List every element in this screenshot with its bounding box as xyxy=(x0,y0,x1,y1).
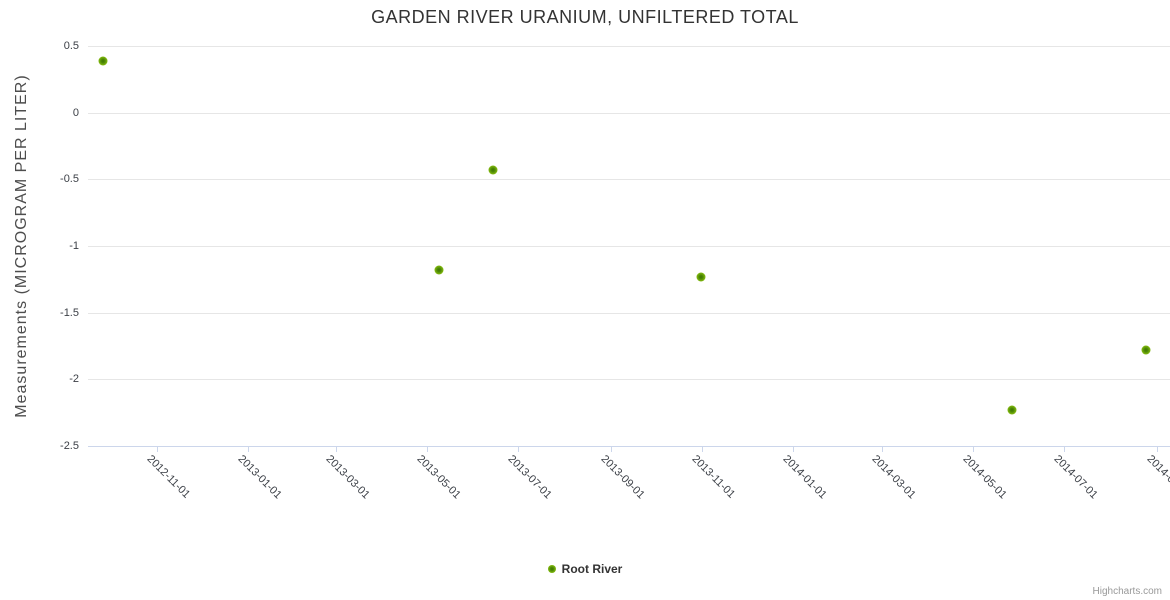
x-axis-tick-mark xyxy=(1157,447,1158,452)
x-axis-tick-mark xyxy=(1064,447,1065,452)
data-point[interactable] xyxy=(434,265,444,275)
y-gridline xyxy=(88,179,1170,180)
x-axis-tick-mark xyxy=(973,447,974,452)
y-gridline xyxy=(88,46,1170,47)
y-gridline xyxy=(88,313,1170,314)
y-axis-tick-label: 0.5 xyxy=(63,40,79,52)
y-axis-tick-label: -1.5 xyxy=(60,307,79,319)
data-point[interactable] xyxy=(1141,345,1151,355)
x-axis-tick-mark xyxy=(882,447,883,452)
y-axis-tick-label: -1 xyxy=(69,240,79,252)
y-axis-tick-label: -2 xyxy=(69,373,79,385)
x-axis-tick-label: 2013-07-01 xyxy=(505,453,554,502)
x-axis-tick-mark xyxy=(702,447,703,452)
x-axis-tick-label: 2013-09-01 xyxy=(598,453,647,502)
y-axis-tick-label: 0 xyxy=(72,107,79,119)
y-axis-tick-label: -0.5 xyxy=(60,173,79,185)
x-axis-tick-mark xyxy=(248,447,249,452)
y-axis-tick-label: -2.5 xyxy=(60,440,79,452)
x-axis-tick-label: 2013-11-01 xyxy=(689,453,738,501)
x-axis-tick-label: 2013-01-01 xyxy=(235,453,284,502)
legend-series-marker-icon xyxy=(547,565,556,573)
data-point[interactable] xyxy=(696,272,706,282)
x-axis-tick-mark xyxy=(336,447,337,452)
y-gridline xyxy=(88,246,1170,247)
x-axis-tick-label: 2014-09-01 xyxy=(1144,453,1170,502)
x-axis-tick-label: 2014-07-01 xyxy=(1051,453,1100,502)
legend-series-label: Root River xyxy=(561,562,623,576)
data-point[interactable] xyxy=(98,56,108,66)
x-axis-tick-label: 2013-03-01 xyxy=(323,453,372,502)
x-axis-tick-mark xyxy=(518,447,519,452)
x-axis-line xyxy=(88,446,1170,447)
x-axis-tick-label: 2013-05-01 xyxy=(414,453,463,502)
x-axis-tick-mark xyxy=(793,447,794,452)
x-axis-tick-label: 2014-03-01 xyxy=(869,453,918,502)
x-axis-tick-mark xyxy=(611,447,612,452)
x-axis-tick-label: 2014-01-01 xyxy=(780,453,829,502)
y-gridline xyxy=(88,113,1170,114)
chart-title: GARDEN RIVER URANIUM, UNFILTERED TOTAL xyxy=(371,7,799,27)
y-gridline xyxy=(88,379,1170,380)
data-point[interactable] xyxy=(1007,405,1017,415)
legend[interactable]: Root River xyxy=(0,562,1170,576)
x-axis-tick-mark xyxy=(427,447,428,452)
x-axis-tick-label: 2012-11-01 xyxy=(144,453,193,501)
x-axis-tick-label: 2014-05-01 xyxy=(960,453,1009,502)
data-point[interactable] xyxy=(488,165,498,175)
x-axis-tick-mark xyxy=(157,447,158,452)
credits-link[interactable]: Highcharts.com xyxy=(1092,586,1162,597)
